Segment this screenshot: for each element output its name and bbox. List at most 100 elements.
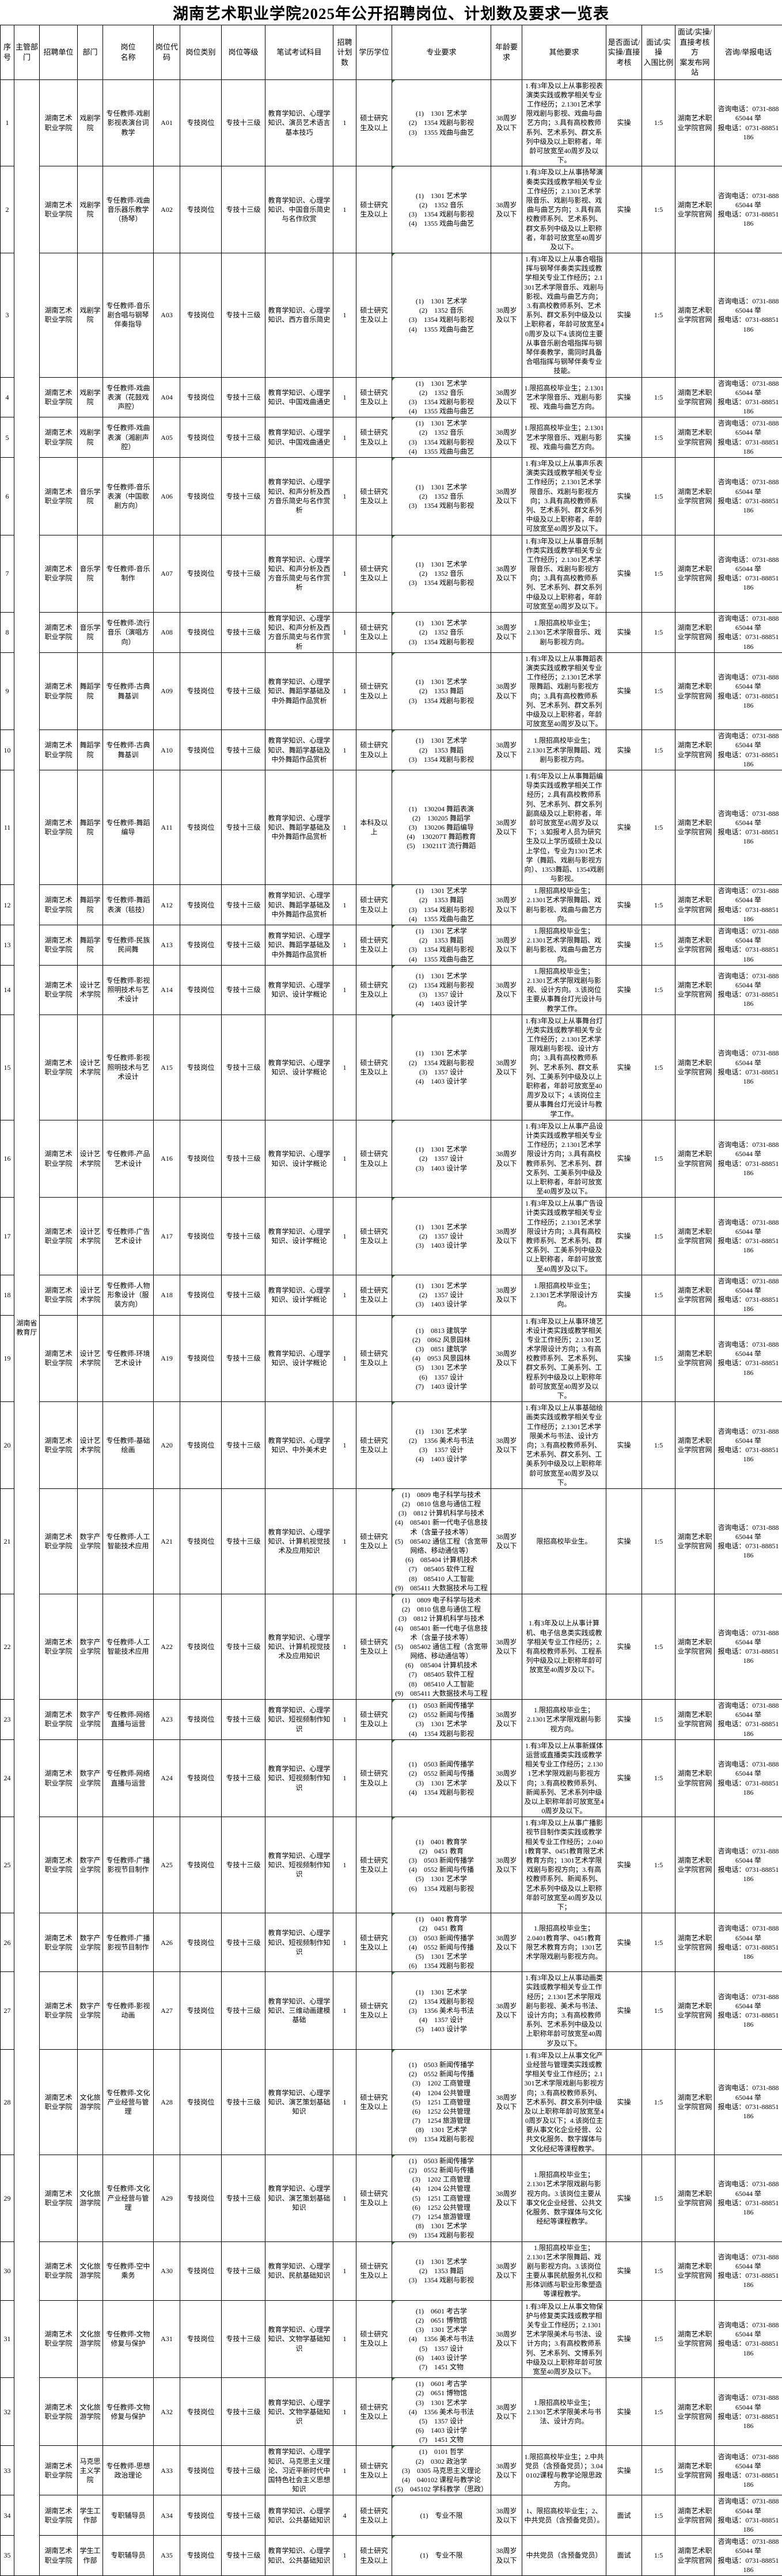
cell-age: 38周岁及以下 [491,613,522,653]
cell-job: 专任教师-文物修复与保护 [103,2378,154,2446]
cell-site: 湖南艺术职业学院官网 [675,652,715,730]
cell-other: 1.限招高校毕业生； 2.1301艺术学限设计方向。 [522,1275,606,1315]
cell-assess: 实操 [606,613,642,653]
cell-exam: 教育学知识、心理学知识、中国音乐简史与名作欣赏 [265,166,333,253]
cell-majors: (1) 1301 艺术学 (2) 1353 舞蹈 (3) 1354 戏剧与影视 [392,652,491,730]
cell-site: 湖南艺术职业学院官网 [675,166,715,253]
cell-grade: 专技十三级 [222,535,265,613]
cell-job: 专任教师-空中乘务 [103,2241,154,2300]
cell-age: 38周岁及以下 [491,1700,522,1740]
cell-code: A30 [154,2241,180,2300]
cell-other: 1.有3年及以上从事舞蹈表演类实践或教学相关专业工作经历；2.1301艺术学限舞… [522,652,606,730]
cell-job: 专任教师-音乐表演（中国歌剧方向） [103,458,154,535]
cell-age: 38周岁及以下 [491,1739,522,1817]
cell-grade: 专技十三级 [222,1402,265,1489]
cell-dept: 舞蹈学院 [78,652,103,730]
cell-assess: 实操 [606,2378,642,2446]
cell-no: 15 [1,1015,14,1120]
cell-org: 湖南艺术职业学院 [40,730,78,770]
cell-age: 38周岁及以下 [491,1913,522,1972]
cell-site: 湖南艺术职业学院官网 [675,1913,715,1972]
cell-assess: 实操 [606,2300,642,2378]
cell-code: A23 [154,1700,180,1740]
cell-other: 中共党员（含预备党员） [522,2536,606,2576]
cell-exam: 教育学知识、心理学知识、设计学概论 [265,965,333,1015]
cell-site: 湖南艺术职业学院官网 [675,2378,715,2446]
cell-other: 1.限招高校毕业生； 2.1301艺术学限戏剧与影视、设计方向。3.该岗位主要从… [522,965,606,1015]
cell-site: 湖南艺术职业学院官网 [675,1198,715,1275]
cell-phone: 咨询电话：0731-88865044 举 报电话：0731-88851186 [715,1594,782,1699]
cell-no: 9 [1,652,14,730]
cell-category: 专技岗位 [180,253,222,377]
cell-age: 38周岁及以下 [491,1015,522,1120]
cell-plan: 1 [333,1402,356,1489]
cell-age: 38周岁及以下 [491,2241,522,2300]
cell-grade: 专技十三级 [222,2536,265,2576]
cell-category: 专技岗位 [180,2536,222,2576]
column-header-8: 笔试考试科目 [265,25,333,80]
cell-ratio: 1:5 [642,1739,675,1817]
cell-dept: 文化旅游学院 [78,2049,103,2155]
cell-no: 29 [1,2155,14,2241]
cell-ratio: 1:5 [642,2378,675,2446]
cell-plan: 1 [333,1972,356,2050]
cell-degree: 硕士研究生及以上 [356,925,392,966]
cell-category: 专技岗位 [180,965,222,1015]
cell-other: 1.有3年及以上从事广播影视节目制作类实践或教学相关专业工作经历；2.0401教… [522,1817,606,1913]
cell-org: 湖南艺术职业学院 [40,1315,78,1402]
cell-ratio: 1:5 [642,730,675,770]
cell-plan: 1 [333,166,356,253]
cell-site: 湖南艺术职业学院官网 [675,770,715,885]
cell-site: 湖南艺术职业学院官网 [675,458,715,535]
cell-ratio: 1:5 [642,1120,675,1198]
cell-grade: 专技十三级 [222,1275,265,1315]
cell-dept: 数字产业学院 [78,1488,103,1594]
cell-phone: 咨询电话：0731-88865044 举 报电话：0731-88851186 [715,2241,782,2300]
cell-age: 38周岁及以下 [491,458,522,535]
cell-org: 湖南艺术职业学院 [40,1700,78,1740]
cell-plan: 1 [333,2155,356,2241]
cell-ratio: 1:5 [642,1315,675,1402]
cell-age: 38周岁及以下 [491,253,522,377]
cell-other: 1、限招高校毕业生；2、中共党员（含预备党员）。 [522,2495,606,2536]
cell-majors: (1) 0503 新闻传播学 (2) 0552 新闻与传播 (3) 1202 工… [392,2155,491,2241]
cell-code: A19 [154,1315,180,1402]
cell-dept: 马克思主义学院 [78,2446,103,2495]
cell-plan: 1 [333,1488,356,1594]
cell-code: A12 [154,885,180,925]
cell-other: 1.限招高校毕业生； 2.1301艺术学限音乐、戏剧与影视方向。 [522,613,606,653]
cell-dept: 戏剧学院 [78,377,103,417]
cell-ratio: 1:5 [642,925,675,966]
cell-degree: 硕士研究生及以上 [356,417,392,458]
cell-ratio: 1:5 [642,770,675,885]
cell-other: 限招高校毕业生。 [522,1488,606,1594]
cell-job: 专任教师-广播影视节目制作 [103,1913,154,1972]
cell-category: 专技岗位 [180,2049,222,2155]
cell-exam: 教育学知识、心理学知识、三维动画建模基础 [265,1972,333,2050]
cell-other: 1.有3年及以上从事基础绘画类实践或教学相关专业工作经历；2.1301艺术学限美… [522,1402,606,1489]
column-header-4: 岗位 名称 [103,25,154,80]
cell-exam: 教育学知识、心理学知识、西方音乐简史 [265,253,333,377]
cell-age: 38周岁及以下 [491,417,522,458]
column-header-1: 主管部门 [14,25,40,80]
cell-code: A17 [154,1198,180,1275]
cell-org: 湖南艺术职业学院 [40,652,78,730]
cell-age: 38周岁及以下 [491,2378,522,2446]
cell-exam: 教育学知识、心理学知识、中国戏曲通史 [265,417,333,458]
cell-phone: 咨询电话：0731-88865044 举 报电话：0731-88851186 [715,79,782,166]
column-header-14: 是否面试/ 实操/直接 考核 [606,25,642,80]
cell-other: 1.有3年及以上从事影视表演类实践或教学相关专业工作经历；2.1301艺术学限戏… [522,79,606,166]
cell-dept: 设计艺术学院 [78,1120,103,1198]
cell-no: 30 [1,2241,14,2300]
cell-majors: (1) 1301 艺术学 (2) 1357 设计 (3) 1403 设计学 [392,1275,491,1315]
cell-plan: 1 [333,1739,356,1817]
cell-no: 1 [1,79,14,166]
